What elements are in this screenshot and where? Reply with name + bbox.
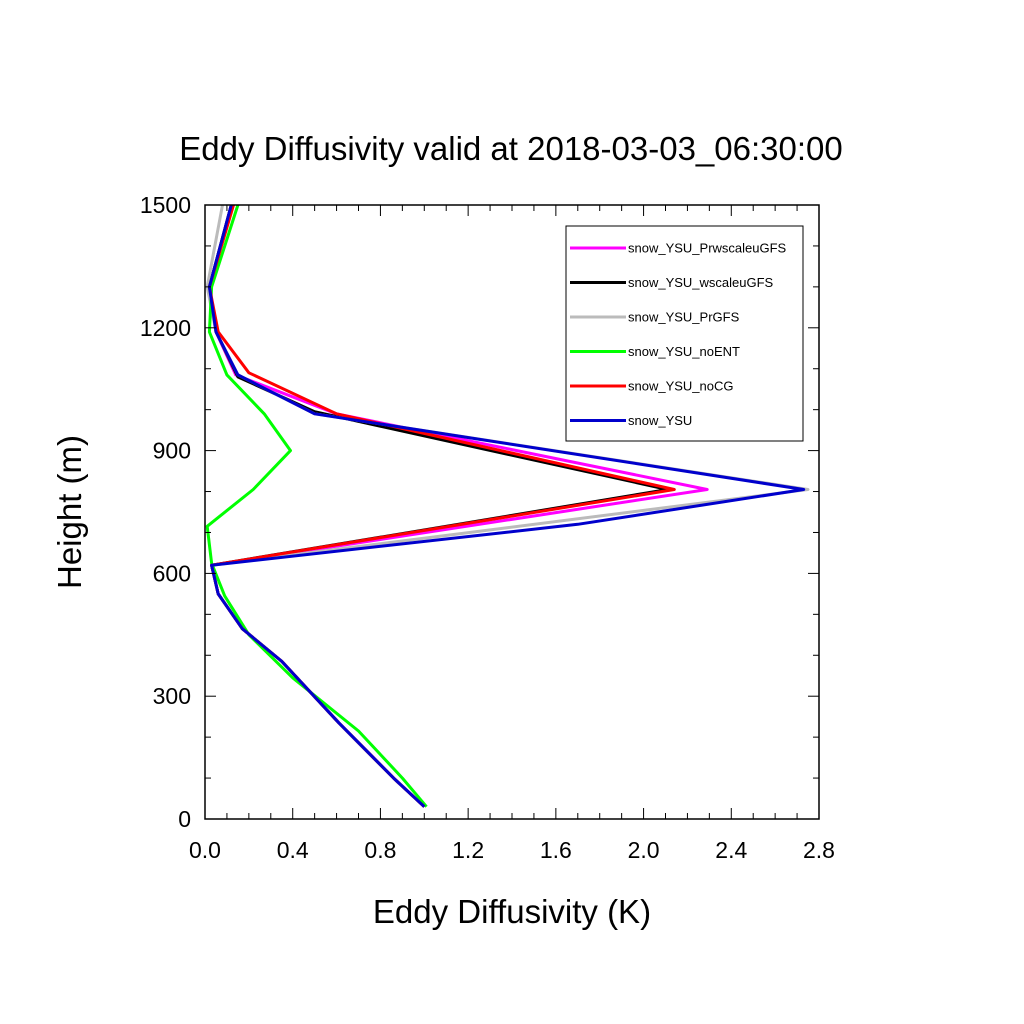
series-line-5 bbox=[207, 204, 806, 808]
chart-title: Eddy Diffusivity valid at 2018-03-03_06:… bbox=[179, 130, 842, 167]
x-tick-label: 1.2 bbox=[452, 837, 484, 863]
tick-layer: 0.0 0.4 0.8 1.2 1.6 2.0 2.4 2.8 0 300 600 900 1200 15… bbox=[140, 192, 835, 863]
y-axis-title: Height (m) bbox=[51, 435, 88, 589]
legend-box bbox=[565, 225, 804, 442]
y-tick-label: 300 bbox=[153, 683, 191, 709]
y-tick-label: 0 bbox=[178, 806, 191, 832]
x-tick-label: 0.0 bbox=[189, 837, 221, 863]
x-tick-label: 2.4 bbox=[715, 837, 747, 863]
x-tick-label: 0.8 bbox=[364, 837, 396, 863]
legend-label-4: snow_YSU_noCG bbox=[628, 379, 734, 394]
legend-label-0: snow_YSU_PrwscaleuGFS bbox=[628, 241, 787, 256]
series-line-3 bbox=[205, 204, 428, 808]
x-tick-label: 0.4 bbox=[277, 837, 309, 863]
series-layer bbox=[205, 204, 810, 808]
legend-label-2: snow_YSU_PrGFS bbox=[628, 310, 740, 325]
y-tick-label: 600 bbox=[153, 560, 191, 586]
legend: snow_YSU_PrwscaleuGFS snow_YSU_wscaleuGFS… bbox=[565, 225, 804, 442]
x-tick-label: 2.0 bbox=[628, 837, 660, 863]
x-axis-title: Eddy Diffusivity (K) bbox=[373, 893, 651, 930]
y-tick-label: 900 bbox=[153, 438, 191, 464]
y-tick-label: 1500 bbox=[140, 192, 191, 218]
x-tick-label: 2.8 bbox=[803, 837, 835, 863]
legend-label-1: snow_YSU_wscaleuGFS bbox=[628, 275, 774, 290]
x-tick-label: 1.6 bbox=[540, 837, 572, 863]
y-tick-label: 1200 bbox=[140, 315, 191, 341]
legend-label-3: snow_YSU_noENT bbox=[628, 344, 740, 359]
legend-label-5: snow_YSU bbox=[628, 413, 692, 428]
